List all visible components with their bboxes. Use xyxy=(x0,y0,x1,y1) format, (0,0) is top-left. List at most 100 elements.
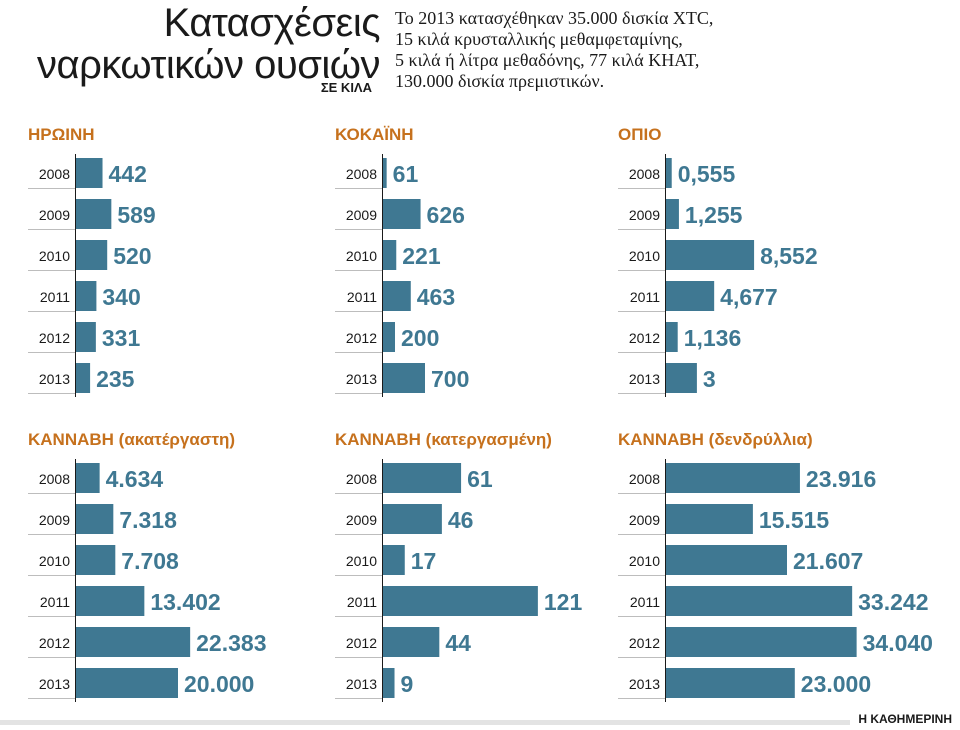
panel-title: ΟΠΙΟ xyxy=(618,125,662,144)
value-label: 1,255 xyxy=(685,202,743,228)
bar-chart-cannabis-raw: 2008 4.634 2009 7.318 2010 7.708 2011 13.402 201… xyxy=(28,459,267,702)
bar xyxy=(76,281,97,311)
value-label: 44 xyxy=(445,630,471,656)
bar xyxy=(666,545,787,575)
footer-rule xyxy=(0,720,850,725)
bar xyxy=(666,463,800,493)
year-label: 2008 xyxy=(39,471,70,487)
value-label: 61 xyxy=(393,161,419,187)
bar xyxy=(666,199,679,229)
value-label: 8,552 xyxy=(760,243,818,269)
value-label: 3 xyxy=(703,366,716,392)
year-label: 2010 xyxy=(39,248,70,264)
value-label: 463 xyxy=(417,284,455,310)
bar-chart-opium: 2008 0,555 2009 1,255 2010 8,552 2011 4,677 2012… xyxy=(618,154,818,397)
year-label: 2013 xyxy=(346,676,377,692)
year-label: 2013 xyxy=(629,676,660,692)
year-label: 2008 xyxy=(346,166,377,182)
bar xyxy=(76,668,178,698)
value-label: 442 xyxy=(109,161,147,187)
value-label: 700 xyxy=(431,366,469,392)
source-label: Η ΚΑΘΗΜΕΡΙΝΗ xyxy=(858,712,952,726)
value-label: 33.242 xyxy=(858,589,928,615)
year-label: 2008 xyxy=(629,471,660,487)
value-label: 46 xyxy=(448,507,474,533)
value-label: 34.040 xyxy=(863,630,933,656)
year-label: 2008 xyxy=(346,471,377,487)
panel-cannabis-plants: ΚΑΝΝΑΒΗ (δενδρύλλια) 2008 23.916 2009 15.51… xyxy=(618,430,933,720)
year-label: 2013 xyxy=(39,676,70,692)
bar xyxy=(666,281,715,311)
bar xyxy=(383,322,395,352)
bar xyxy=(666,363,697,393)
bar xyxy=(666,158,672,188)
bar xyxy=(383,199,421,229)
bar xyxy=(666,627,857,657)
bar xyxy=(666,322,678,352)
year-label: 2011 xyxy=(40,289,70,305)
chart-title-line2: ναρκωτικών ουσιών xyxy=(36,43,381,87)
year-label: 2012 xyxy=(629,330,660,346)
year-label: 2012 xyxy=(346,635,377,651)
bar-chart-cannabis-processed: 2008 61 2009 46 2010 17 2011 121 2012 44 2013 9 xyxy=(335,459,582,702)
bar xyxy=(383,668,395,698)
year-label: 2008 xyxy=(39,166,70,182)
bar xyxy=(383,463,462,493)
value-label: 22.383 xyxy=(196,630,266,656)
year-label: 2011 xyxy=(40,594,70,610)
value-label: 331 xyxy=(102,325,141,351)
panel-heroin: ΗΡΩΙΝΗ 2008 442 2009 589 2010 520 2011 340 2012 3… xyxy=(28,125,328,415)
value-label: 23.916 xyxy=(806,466,876,492)
bar xyxy=(76,322,96,352)
value-label: 0,555 xyxy=(678,161,736,187)
year-label: 2013 xyxy=(346,371,377,387)
year-label: 2012 xyxy=(346,330,377,346)
bar xyxy=(666,586,853,616)
bar xyxy=(383,281,411,311)
value-label: 7.708 xyxy=(121,548,179,574)
year-label: 2011 xyxy=(347,594,377,610)
bar xyxy=(76,627,191,657)
subtitle-line-3: 5 κιλά ή λίτρα μεθαδόνης, 77 κιλά ΚΗΑΤ, xyxy=(395,50,700,70)
bar xyxy=(76,240,108,270)
year-label: 2009 xyxy=(346,207,377,223)
subtitle: Το 2013 κατασχέθηκαν 35.000 δισκία ΧΤC, … xyxy=(395,8,945,92)
bar xyxy=(666,668,795,698)
year-label: 2010 xyxy=(39,553,70,569)
value-label: 9 xyxy=(401,671,414,697)
year-label: 2010 xyxy=(346,553,377,569)
year-label: 2012 xyxy=(39,635,70,651)
bar xyxy=(76,586,145,616)
value-label: 200 xyxy=(401,325,439,351)
panel-title: ΚΑΝΝΑΒΗ (δενδρύλλια) xyxy=(618,430,813,449)
bar xyxy=(76,545,116,575)
year-label: 2009 xyxy=(39,207,70,223)
panel-cannabis-raw: ΚΑΝΝΑΒΗ (ακατέργαστη) 2008 4.634 2009 7.318… xyxy=(28,430,328,720)
value-label: 589 xyxy=(117,202,155,228)
year-label: 2013 xyxy=(629,371,660,387)
value-label: 340 xyxy=(102,284,140,310)
bar xyxy=(76,504,114,534)
bar xyxy=(76,463,100,493)
year-label: 2009 xyxy=(39,512,70,528)
year-label: 2010 xyxy=(346,248,377,264)
year-label: 2009 xyxy=(629,512,660,528)
year-label: 2010 xyxy=(629,248,660,264)
value-label: 23.000 xyxy=(801,671,871,697)
value-label: 61 xyxy=(467,466,493,492)
value-label: 20.000 xyxy=(184,671,254,697)
subtitle-line-4: 130.000 δισκία πρεμιστικών. xyxy=(395,71,605,91)
bar-chart-heroin: 2008 442 2009 589 2010 520 2011 340 2012 331 2013 2… xyxy=(28,154,156,397)
bar-chart-cannabis-plants: 2008 23.916 2009 15.515 2010 21.607 2011 33.242… xyxy=(618,459,933,702)
year-label: 2010 xyxy=(629,553,660,569)
subtitle-line-2: 15 κιλά κρυσταλλικής μεθαμφεταμίνης, xyxy=(395,29,683,49)
panel-opium: ΟΠΙΟ 2008 0,555 2009 1,255 2010 8,552 2011 4,67… xyxy=(618,125,918,415)
panel-title: ΗΡΩΙΝΗ xyxy=(28,125,95,144)
value-label: 1,136 xyxy=(684,325,742,351)
value-label: 17 xyxy=(411,548,437,574)
year-label: 2011 xyxy=(630,289,660,305)
value-label: 4.634 xyxy=(106,466,164,492)
panel-cocaine: ΚΟΚΑΪΝΗ 2008 61 2009 626 2010 221 2011 463 2012 2… xyxy=(335,125,635,415)
bar xyxy=(383,504,442,534)
value-label: 235 xyxy=(96,366,135,392)
